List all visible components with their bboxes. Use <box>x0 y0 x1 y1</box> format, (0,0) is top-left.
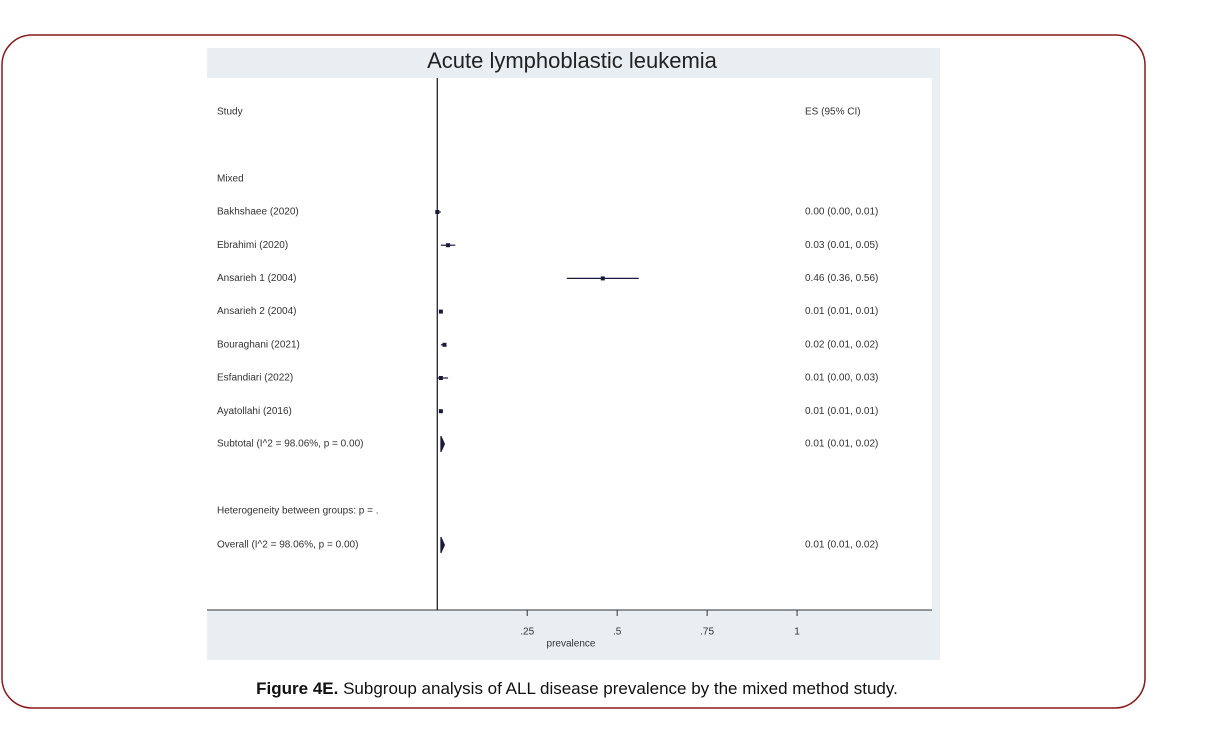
study-label: Ayatollahi (2016) <box>217 406 292 417</box>
plot-area <box>207 78 932 610</box>
es-label: 0.01 (0.01, 0.02) <box>805 439 878 450</box>
es-label: 0.01 (0.01, 0.02) <box>805 540 878 551</box>
overall-label: Overall (I^2 = 98.06%, p = 0.00) <box>217 540 358 551</box>
x-tick-label: .5 <box>613 627 622 638</box>
es-header: ES (95% CI) <box>805 107 861 118</box>
study-label: Bouraghani (2021) <box>217 339 300 350</box>
study-label: Esfandiari (2022) <box>217 373 293 384</box>
overall-diamond <box>440 536 446 554</box>
es-label: 0.00 (0.00, 0.01) <box>805 207 878 218</box>
study-label: Ansarieh 2 (2004) <box>217 306 297 317</box>
frame <box>1 34 1146 709</box>
es-label: 0.01 (0.01, 0.01) <box>805 406 878 417</box>
point-estimate <box>442 342 447 347</box>
x-tick-label: .75 <box>700 627 714 638</box>
es-label: 0.03 (0.01, 0.05) <box>805 240 878 251</box>
x-tick-label: .25 <box>520 627 534 638</box>
point-estimate <box>438 309 443 314</box>
es-label: 0.46 (0.36, 0.56) <box>805 273 878 284</box>
es-label: 0.01 (0.01, 0.01) <box>805 306 878 317</box>
caption-text: Subgroup analysis of ALL disease prevale… <box>343 679 898 698</box>
subtotal-diamond <box>440 435 446 453</box>
es-label: 0.01 (0.00, 0.03) <box>805 373 878 384</box>
caption-label: Figure 4E. <box>256 679 338 698</box>
study-label: Ebrahimi (2020) <box>217 240 288 251</box>
x-axis-label: prevalence <box>547 639 596 650</box>
point-estimate <box>600 276 605 281</box>
point-estimate <box>438 376 443 380</box>
es-label: 0.02 (0.01, 0.02) <box>805 339 878 350</box>
heterogeneity-label: Heterogeneity between groups: p = . <box>217 506 379 517</box>
study-label: Ansarieh 1 (2004) <box>217 273 297 284</box>
subtotal-label: Subtotal (I^2 = 98.06%, p = 0.00) <box>217 439 363 450</box>
chart-title: Acute lymphoblastic leukemia <box>427 48 718 73</box>
point-estimate <box>446 243 451 248</box>
x-tick-label: 1 <box>794 627 800 638</box>
point-estimate <box>435 210 440 214</box>
point-estimate <box>438 409 443 414</box>
study-label: Bakhshaee (2020) <box>217 207 299 218</box>
study-header: Study <box>217 107 243 118</box>
group-label: Mixed <box>217 174 244 185</box>
caption: Figure 4E. Subgroup analysis of ALL dise… <box>256 679 898 698</box>
